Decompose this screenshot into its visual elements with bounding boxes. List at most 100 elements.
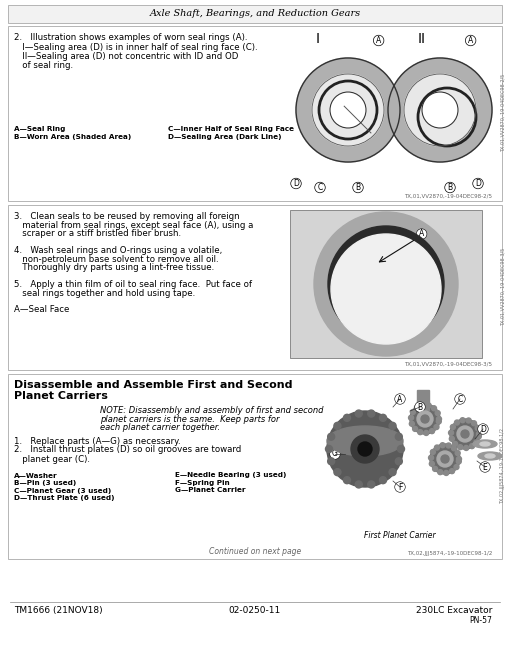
- Text: C: C: [457, 394, 462, 403]
- Text: of seal ring.: of seal ring.: [14, 62, 73, 70]
- Text: Continued on next page: Continued on next page: [209, 547, 300, 556]
- Circle shape: [434, 445, 439, 450]
- Circle shape: [428, 455, 433, 461]
- Circle shape: [325, 445, 332, 453]
- Circle shape: [416, 411, 432, 427]
- Circle shape: [426, 403, 430, 408]
- Text: D: D: [479, 424, 485, 434]
- Text: I: I: [316, 32, 319, 46]
- Circle shape: [403, 74, 475, 146]
- Text: I—Sealing area (D) is in inner half of seal ring face (C).: I—Sealing area (D) is in inner half of s…: [14, 43, 257, 51]
- Text: 2.   Install thrust plates (D) so oil grooves are toward: 2. Install thrust plates (D) so oil groo…: [14, 445, 241, 455]
- Circle shape: [379, 415, 386, 421]
- Circle shape: [440, 455, 448, 463]
- Circle shape: [357, 442, 371, 456]
- Circle shape: [429, 461, 434, 466]
- Text: Thoroughly dry parts using a lint-free tissue.: Thoroughly dry parts using a lint-free t…: [14, 263, 214, 272]
- Text: B: B: [417, 403, 422, 411]
- Circle shape: [445, 443, 450, 448]
- Circle shape: [367, 410, 374, 417]
- Text: 2.   Illustration shows examples of worn seal rings (A).: 2. Illustration shows examples of worn s…: [14, 33, 247, 42]
- Ellipse shape: [477, 452, 501, 460]
- Ellipse shape: [484, 454, 494, 458]
- Text: II—Sealing area (D) not concentric with ID and OD: II—Sealing area (D) not concentric with …: [14, 52, 238, 61]
- Circle shape: [327, 226, 443, 342]
- Circle shape: [409, 404, 439, 434]
- Circle shape: [449, 419, 479, 449]
- Text: E: E: [482, 463, 487, 472]
- Text: A: A: [397, 394, 402, 403]
- Text: F: F: [397, 482, 402, 491]
- Text: 4.   Wash seal rings and O-rings using a volatile,: 4. Wash seal rings and O-rings using a v…: [14, 246, 222, 255]
- Text: TX,01,VV2870,-19-04DEC98-2/5: TX,01,VV2870,-19-04DEC98-2/5: [499, 74, 504, 152]
- Circle shape: [471, 420, 475, 426]
- Circle shape: [475, 434, 480, 439]
- Circle shape: [326, 411, 402, 487]
- Bar: [416, 390, 428, 410]
- Circle shape: [314, 212, 457, 356]
- Text: seal rings together and hold using tape.: seal rings together and hold using tape.: [14, 288, 195, 298]
- Circle shape: [410, 409, 414, 415]
- Circle shape: [394, 433, 402, 440]
- Circle shape: [388, 468, 395, 476]
- Circle shape: [429, 444, 459, 474]
- Circle shape: [419, 403, 424, 408]
- Circle shape: [432, 466, 437, 472]
- Text: F—Spring Pin: F—Spring Pin: [175, 480, 229, 486]
- Text: D: D: [474, 179, 480, 188]
- Text: A—Seal Face: A—Seal Face: [14, 306, 69, 315]
- Text: TX,01,VV2870,-19-04DEC98-3/5: TX,01,VV2870,-19-04DEC98-3/5: [499, 248, 504, 326]
- Text: 3.   Clean seals to be reused by removing all foreign: 3. Clean seals to be reused by removing …: [14, 212, 239, 221]
- Bar: [8, 26, 501, 201]
- Circle shape: [417, 430, 422, 435]
- Text: 02-0250-11: 02-0250-11: [229, 606, 280, 615]
- Circle shape: [455, 451, 459, 455]
- Text: non-petroleum base solvent to remove all oil.: non-petroleum base solvent to remove all…: [14, 254, 218, 263]
- Circle shape: [355, 481, 361, 488]
- Text: G: G: [331, 449, 337, 459]
- Text: TX,02,JJJ5874,-19-10DEC98-1/2: TX,02,JJJ5874,-19-10DEC98-1/2: [406, 551, 491, 556]
- Circle shape: [333, 468, 340, 476]
- Circle shape: [387, 58, 491, 162]
- Ellipse shape: [479, 442, 489, 446]
- Text: B—Worn Area (Shaded Area): B—Worn Area (Shaded Area): [14, 134, 131, 140]
- Circle shape: [342, 240, 429, 328]
- Circle shape: [469, 443, 473, 449]
- Text: A: A: [418, 229, 423, 238]
- Circle shape: [456, 459, 460, 464]
- Circle shape: [420, 415, 428, 423]
- Text: C: C: [317, 183, 322, 192]
- Text: TX,02,JJJ5874,-19-10DEC98-1/2: TX,02,JJJ5874,-19-10DEC98-1/2: [499, 428, 504, 504]
- Text: A: A: [467, 36, 472, 45]
- Circle shape: [436, 451, 452, 467]
- Text: Disassemble and Assemble First and Second: Disassemble and Assemble First and Secon…: [14, 380, 292, 390]
- Circle shape: [409, 421, 413, 426]
- Circle shape: [423, 430, 428, 436]
- Text: G—Planet Carrier: G—Planet Carrier: [175, 487, 245, 493]
- Circle shape: [343, 415, 350, 421]
- Circle shape: [379, 477, 386, 484]
- Circle shape: [460, 430, 468, 438]
- Ellipse shape: [472, 440, 496, 448]
- Circle shape: [408, 415, 413, 420]
- Text: PN-57: PN-57: [468, 616, 491, 625]
- Circle shape: [327, 433, 334, 440]
- Text: D—Thrust Plate (6 used): D—Thrust Plate (6 used): [14, 495, 115, 501]
- Circle shape: [454, 420, 459, 425]
- Text: TM1666 (21NOV18): TM1666 (21NOV18): [14, 606, 102, 615]
- Circle shape: [421, 92, 457, 128]
- Circle shape: [443, 470, 448, 476]
- Text: D—Sealing Area (Dark Line): D—Sealing Area (Dark Line): [167, 134, 281, 140]
- Text: TX,01,VV2870,-19-04DEC98-3/5: TX,01,VV2870,-19-04DEC98-3/5: [403, 362, 491, 367]
- Text: Planet Carriers: Planet Carriers: [14, 391, 108, 401]
- Text: NOTE: Disassembly and assembly of first and second: NOTE: Disassembly and assembly of first …: [100, 406, 323, 415]
- Circle shape: [412, 426, 417, 432]
- Bar: [8, 205, 501, 370]
- Text: E—Needle Bearing (3 used): E—Needle Bearing (3 used): [175, 472, 286, 478]
- Circle shape: [312, 74, 383, 146]
- Circle shape: [459, 418, 464, 422]
- Circle shape: [343, 477, 350, 484]
- Text: B: B: [446, 183, 451, 192]
- Text: B: B: [355, 183, 360, 192]
- Circle shape: [456, 426, 472, 442]
